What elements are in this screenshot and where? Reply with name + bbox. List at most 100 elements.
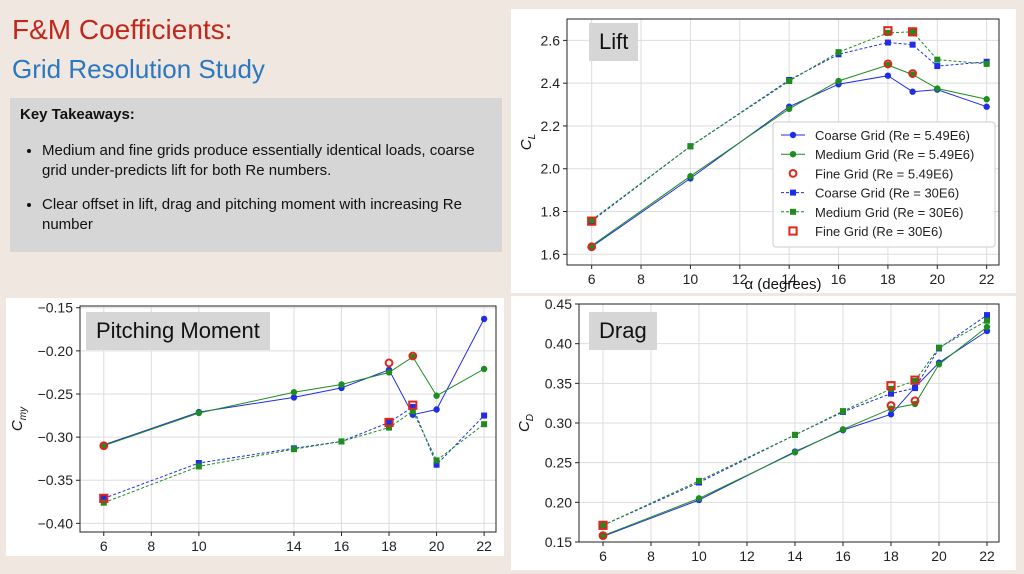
x-tick-label: 6	[100, 538, 108, 554]
y-tick-label: −0.15	[38, 300, 74, 316]
point-coarse-re549	[884, 72, 892, 79]
x-tick-label: 10	[691, 548, 707, 564]
point-coarse-re30	[433, 461, 440, 468]
point-medium-re30	[884, 29, 891, 36]
x-tick-label: 16	[334, 538, 350, 554]
x-tick-label: 10	[683, 271, 699, 287]
point-fine-re30	[886, 381, 896, 391]
point-medium-re30	[786, 78, 793, 85]
point-medium-re549	[195, 409, 203, 417]
x-axis-label: α (degrees)	[744, 276, 821, 293]
y-tick-label: 0.20	[545, 494, 572, 510]
takeaways-heading: Key Takeaways:	[20, 106, 135, 123]
point-medium-re549	[100, 442, 107, 449]
point-medium-re549	[290, 389, 298, 396]
point-medium-re549	[791, 449, 799, 456]
point-medium-re549	[934, 85, 941, 92]
y-tick-label: −0.40	[38, 515, 74, 531]
point-fine-re30	[598, 520, 608, 530]
point-medium-re549	[785, 105, 793, 113]
slide-subtitle: Grid Resolution Study	[12, 54, 265, 84]
series-line-medium-re549	[103, 356, 485, 447]
y-tick-label: −0.30	[38, 429, 74, 445]
x-tick-label: 8	[147, 538, 155, 554]
point-medium-re549	[983, 323, 991, 331]
point-medium-re30	[840, 408, 846, 415]
point-medium-re549	[695, 495, 703, 502]
series-line-medium-re30	[103, 410, 485, 504]
point-fine-re549	[99, 441, 109, 451]
x-tick-label: 12	[739, 548, 755, 564]
point-medium-re549	[338, 381, 345, 388]
point-coarse-re549	[789, 131, 797, 139]
plot-frame	[578, 303, 1000, 543]
takeaway-item: Medium and fine grids produce essentiall…	[42, 141, 492, 181]
x-tick-label: 22	[476, 538, 492, 554]
legend-item: Fine Grid (Re = 30E6)	[788, 224, 943, 239]
y-tick-label: 0.45	[545, 296, 572, 312]
x-tick-label: 18	[381, 538, 397, 554]
point-coarse-re30	[884, 39, 891, 46]
series-line-medium-re549	[591, 64, 987, 247]
series-fine-re549	[598, 396, 920, 541]
series-line-coarse-re30	[103, 406, 485, 499]
y-tick-label: 0.35	[545, 375, 572, 391]
x-tick-label: 8	[637, 271, 645, 287]
pitching-moment-chart: 6 8 10 14 16 18 20 22 −0.40 −0.35 −0.30 −0.25 −0.20 −…	[9, 300, 497, 554]
plot-frame	[566, 18, 1000, 266]
point-coarse-re549	[433, 406, 440, 413]
point-coarse-re549	[887, 411, 895, 418]
y-axis-label: CD	[516, 414, 536, 432]
point-coarse-re30	[909, 41, 916, 48]
point-medium-re30	[835, 49, 842, 56]
point-medium-re30	[433, 457, 440, 464]
series-fine-re30	[587, 26, 918, 226]
x-tick-label: 20	[429, 538, 445, 554]
point-fine-re549	[408, 351, 418, 361]
x-tick-label: 20	[929, 271, 945, 287]
series-medium-re30	[588, 28, 990, 224]
y-axis-label: CL	[518, 134, 538, 150]
y-tick-label: 2.2	[541, 118, 561, 134]
point-fine-re549	[908, 69, 918, 78]
point-medium-re30	[600, 522, 606, 529]
slide-title: F&M Coefficients:	[12, 14, 233, 45]
point-medium-re30	[912, 377, 918, 384]
y-tick-label: 1.6	[541, 246, 561, 262]
point-medium-re30	[934, 56, 941, 63]
point-fine-re549	[910, 396, 920, 406]
point-medium-re549	[935, 361, 943, 368]
point-coarse-re549	[480, 315, 488, 323]
point-medium-re549	[385, 369, 393, 376]
takeaways-list: Medium and fine grids produce essentiall…	[20, 141, 492, 235]
point-coarse-re30	[888, 390, 894, 397]
point-fine-re30	[908, 27, 918, 37]
point-coarse-re30	[100, 495, 107, 502]
legend-box	[772, 121, 996, 248]
point-coarse-re549	[290, 394, 298, 401]
x-tick-label: 10	[191, 538, 207, 554]
drag-panel-label: Drag	[589, 312, 657, 350]
point-medium-re30	[481, 421, 488, 428]
series-line-coarse-re549	[591, 75, 987, 248]
y-tick-label: 2.6	[541, 32, 561, 48]
point-coarse-re30	[195, 459, 202, 466]
point-medium-re549	[835, 77, 842, 85]
x-tick-label: 6	[588, 271, 596, 287]
lift-chart: 6 8 10 12 14 16 18 20 22 1.6 1.8 2.0 2.2 2.4 2.6 α (deg…	[518, 18, 1000, 293]
point-medium-re30	[409, 408, 416, 415]
legend-item: Fine Grid (Re = 5.49E6)	[788, 166, 953, 181]
x-tick-label: 22	[979, 271, 995, 287]
point-fine-re30	[788, 226, 798, 236]
point-fine-re30	[384, 417, 394, 428]
series-line-coarse-re30	[591, 41, 987, 222]
point-medium-re30	[936, 344, 942, 351]
legend-item: Medium Grid (Re = 5.49E6)	[781, 147, 974, 162]
y-tick-label: 1.8	[541, 204, 561, 220]
point-medium-re30	[588, 217, 595, 224]
point-medium-re30	[338, 438, 345, 445]
pitching-moment-panel-label: Pitching Moment	[86, 312, 270, 350]
x-tick-label: 16	[835, 548, 851, 564]
pitching-moment-chart-panel: 6 8 10 14 16 18 20 22 −0.40 −0.35 −0.30 −0.25 −0.20 −…	[6, 298, 504, 556]
point-coarse-re549	[909, 88, 916, 95]
